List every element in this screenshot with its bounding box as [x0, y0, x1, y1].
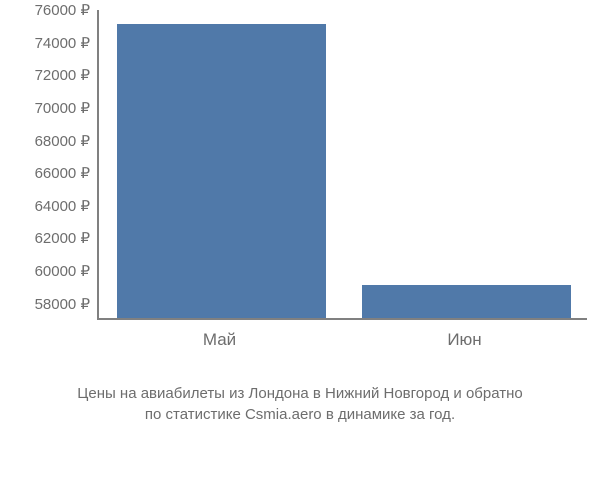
bar — [117, 24, 325, 318]
y-tick-label: 66000 ₽ — [35, 164, 90, 182]
y-tick-label: 76000 ₽ — [35, 1, 90, 19]
y-tick-label: 68000 ₽ — [35, 132, 90, 150]
y-tick-label: 70000 ₽ — [35, 99, 90, 117]
y-tick-label: 74000 ₽ — [35, 34, 90, 52]
caption-line-2: по статистике Csmia.aero в динамике за г… — [10, 404, 590, 425]
chart-caption: Цены на авиабилеты из Лондона в Нижний Н… — [0, 383, 600, 425]
x-axis-labels: Май Июн — [97, 330, 587, 360]
caption-line-1: Цены на авиабилеты из Лондона в Нижний Н… — [10, 383, 590, 404]
y-tick-label: 58000 ₽ — [35, 295, 90, 313]
y-tick-label: 72000 ₽ — [35, 66, 90, 84]
plot-area — [97, 10, 587, 320]
y-axis: 58000 ₽ 60000 ₽ 62000 ₽ 64000 ₽ 66000 ₽ 68000… — [12, 10, 90, 320]
bar — [362, 285, 570, 318]
y-tick-label: 64000 ₽ — [35, 197, 90, 215]
y-tick-label: 60000 ₽ — [35, 262, 90, 280]
price-chart: 58000 ₽ 60000 ₽ 62000 ₽ 64000 ₽ 66000 ₽ 68000… — [12, 10, 588, 360]
x-tick-label: Июн — [447, 330, 481, 350]
y-tick-label: 62000 ₽ — [35, 229, 90, 247]
x-tick-label: Май — [203, 330, 236, 350]
